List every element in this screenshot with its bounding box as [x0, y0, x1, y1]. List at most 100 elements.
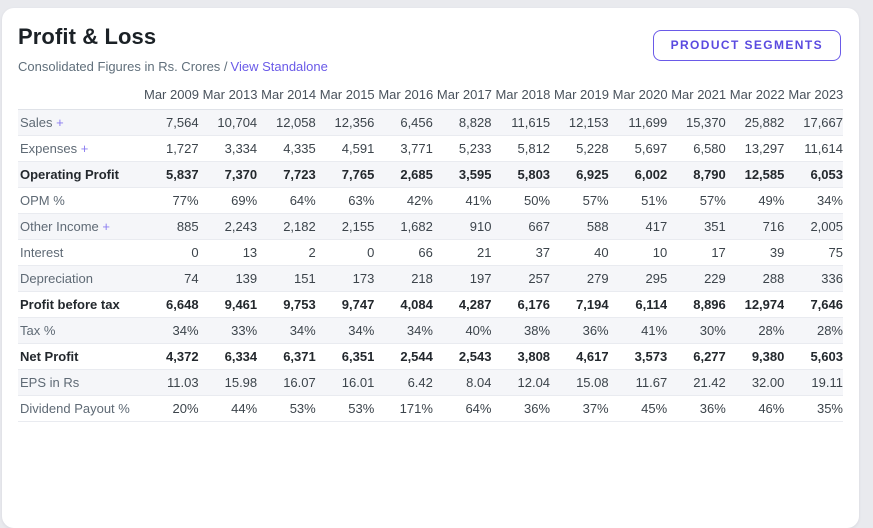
- cell-value: 36%: [699, 401, 726, 416]
- cell-value: 75: [828, 245, 843, 260]
- cell-value: 171%: [399, 401, 433, 416]
- cell-value: 6,053: [810, 167, 843, 182]
- row-label: Net Profit: [18, 344, 140, 370]
- cell-value: 34%: [172, 323, 199, 338]
- product-segments-button[interactable]: PRODUCT SEGMENTS: [652, 30, 841, 62]
- cell-value: 32.00: [751, 375, 785, 390]
- cell-value: 36%: [582, 323, 609, 338]
- row-label: Depreciation: [18, 266, 140, 292]
- cell-value: 21: [477, 245, 492, 260]
- cell-value: 7,765: [341, 167, 375, 182]
- cell-value: 34%: [406, 323, 433, 338]
- cell-value: 16.01: [341, 375, 375, 390]
- cell-value: 6,371: [283, 349, 316, 364]
- cell-value: 11.03: [167, 375, 199, 390]
- profit-loss-table: Mar 2009 Mar 2013 Mar 2014 Mar 2015 Mar 2016…: [18, 83, 843, 422]
- cell-value: 15,370: [686, 115, 726, 130]
- cell-value: 11,615: [511, 115, 551, 130]
- cell-value: 5,837: [166, 167, 199, 182]
- expand-plus-icon[interactable]: +: [52, 115, 64, 130]
- cell-value: 51%: [641, 193, 668, 208]
- table-header-row: Mar 2009 Mar 2013 Mar 2014 Mar 2015 Mar 2016…: [18, 83, 843, 110]
- row-label[interactable]: Sales +: [18, 110, 140, 136]
- table-row: OPM % 77% 69% 64% 63% 42% 41% 50% 57% 51% 57% 49% 34…: [18, 188, 843, 214]
- row-label[interactable]: Expenses +: [18, 136, 140, 162]
- subtitle-text: Consolidated Figures in Rs. Crores /: [18, 59, 228, 74]
- cell-value: 5,812: [517, 141, 551, 156]
- cell-value: 6,648: [166, 297, 199, 312]
- view-standalone-link[interactable]: View Standalone: [230, 59, 328, 74]
- cell-value: 7,723: [283, 167, 316, 182]
- cell-value: 6,334: [224, 349, 258, 364]
- cell-value: 7,370: [224, 167, 258, 182]
- table-row: Dividend Payout % 20% 44% 53% 53% 171% 64% 36% 3…: [18, 396, 843, 422]
- cell-value: 6,277: [693, 349, 726, 364]
- table-row: Tax % 34% 33% 34% 34% 34% 40% 38% 36% 41% 30% 28% 28…: [18, 317, 843, 344]
- cell-value: 5,697: [634, 141, 668, 156]
- table-row: Interest 0 13 2 0 66 21 37 40 10 17 39 75: [18, 240, 843, 266]
- cell-value: 9,461: [224, 297, 258, 312]
- cell-value: 12.04: [517, 375, 551, 390]
- row-label-text: Net Profit: [20, 349, 79, 364]
- cell-value: 6,002: [634, 167, 668, 182]
- cell-value: 40%: [465, 323, 492, 338]
- cell-value: 351: [704, 219, 726, 234]
- cell-value: 4,335: [283, 141, 316, 156]
- cell-value: 2,182: [283, 219, 316, 234]
- table-row: Expenses +1,727 3,334 4,335 4,591 3,771 5,233…: [18, 136, 843, 162]
- cell-value: 336: [821, 271, 843, 286]
- column-header: Mar 2020: [612, 87, 668, 102]
- cell-value: 13,297: [744, 141, 785, 156]
- table-row: Profit before tax 6,648 9,461 9,753 9,747 4,0…: [18, 292, 843, 318]
- cell-value: 35%: [816, 401, 843, 416]
- cell-value: 37: [535, 245, 551, 260]
- column-header: Mar 2018: [495, 87, 551, 102]
- cell-value: 151: [294, 271, 316, 286]
- cell-value: 229: [704, 271, 726, 286]
- cell-value: 11,614: [804, 141, 843, 156]
- cell-value: 288: [762, 271, 785, 286]
- cell-value: 53%: [348, 401, 375, 416]
- title-block: Profit & Loss Consolidated Figures in Rs…: [18, 22, 328, 74]
- cell-value: 4,617: [576, 349, 609, 364]
- cell-value: 28%: [816, 323, 843, 338]
- cell-value: 9,753: [283, 297, 316, 312]
- cell-value: 12,153: [568, 115, 609, 130]
- row-label-text: Sales: [20, 115, 53, 130]
- expand-plus-icon[interactable]: +: [98, 219, 110, 234]
- cell-value: 5,603: [810, 349, 843, 364]
- cell-value: 37%: [582, 401, 609, 416]
- cell-value: 38%: [524, 323, 551, 338]
- cell-value: 9,747: [341, 297, 375, 312]
- row-label: Dividend Payout %: [18, 396, 140, 422]
- cell-value: 0: [367, 245, 375, 260]
- expand-plus-icon[interactable]: +: [77, 141, 89, 156]
- cell-value: 11,699: [628, 115, 668, 130]
- row-label-text: Profit before tax: [20, 297, 120, 312]
- row-label-text: Depreciation: [20, 271, 93, 286]
- cell-value: 8,790: [693, 167, 726, 182]
- cell-value: 16.07: [283, 375, 316, 390]
- cell-value: 173: [352, 271, 375, 286]
- cell-value: 5,233: [458, 141, 492, 156]
- table-body: Sales +7,564 10,704 12,058 12,356 6,456 8,828…: [18, 109, 843, 422]
- row-label-text: Dividend Payout %: [20, 401, 130, 416]
- row-label-text: Other Income: [20, 219, 99, 234]
- cell-value: 9,380: [751, 349, 785, 364]
- cell-value: 6,456: [400, 115, 433, 130]
- cell-value: 36%: [524, 401, 551, 416]
- cell-value: 11.67: [635, 375, 668, 390]
- column-header: Mar 2015: [319, 87, 375, 102]
- cell-value: 1,727: [166, 141, 199, 156]
- column-header: Mar 2022: [729, 87, 785, 102]
- cell-value: 910: [469, 219, 492, 234]
- cell-value: 4,372: [166, 349, 199, 364]
- row-label: Tax %: [18, 318, 140, 344]
- cell-value: 588: [586, 219, 609, 234]
- row-label: Interest: [18, 240, 140, 266]
- cell-value: 3,334: [224, 141, 258, 156]
- row-label[interactable]: Other Income +: [18, 214, 140, 240]
- column-header: Mar 2021: [671, 87, 727, 102]
- cell-value: 6,580: [693, 141, 726, 156]
- cell-value: 139: [235, 271, 258, 286]
